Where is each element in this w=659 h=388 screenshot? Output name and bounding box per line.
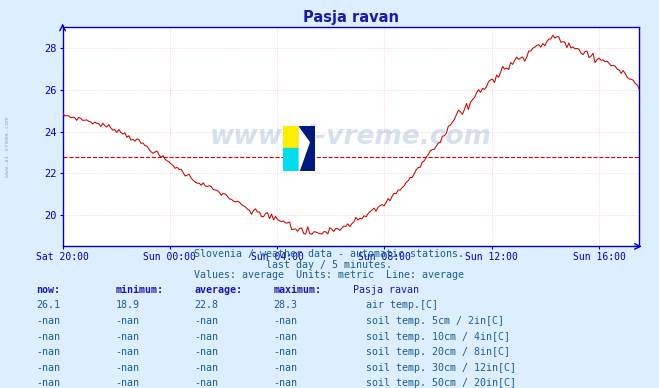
Text: -nan: -nan	[273, 331, 297, 341]
Text: -nan: -nan	[273, 362, 297, 372]
Text: now:: now:	[36, 285, 60, 295]
Text: -nan: -nan	[36, 331, 60, 341]
Text: -nan: -nan	[273, 316, 297, 326]
Text: 26.1: 26.1	[36, 300, 60, 310]
Text: soil temp. 50cm / 20in[C]: soil temp. 50cm / 20in[C]	[366, 378, 516, 388]
Text: Slovenia / weather data - automatic stations.: Slovenia / weather data - automatic stat…	[194, 249, 465, 259]
Text: soil temp. 30cm / 12in[C]: soil temp. 30cm / 12in[C]	[366, 362, 516, 372]
Text: Values: average  Units: metric  Line: average: Values: average Units: metric Line: aver…	[194, 270, 465, 280]
Text: Pasja ravan: Pasja ravan	[353, 285, 418, 295]
Text: 28.3: 28.3	[273, 300, 297, 310]
Text: -nan: -nan	[36, 378, 60, 388]
Text: -nan: -nan	[115, 378, 139, 388]
Text: soil temp. 20cm / 8in[C]: soil temp. 20cm / 8in[C]	[366, 347, 510, 357]
Polygon shape	[299, 126, 315, 148]
Text: air temp.[C]: air temp.[C]	[366, 300, 438, 310]
Text: -nan: -nan	[115, 316, 139, 326]
Text: soil temp. 10cm / 4in[C]: soil temp. 10cm / 4in[C]	[366, 331, 510, 341]
Polygon shape	[299, 126, 315, 171]
Text: -nan: -nan	[273, 378, 297, 388]
Text: -nan: -nan	[194, 347, 218, 357]
Text: soil temp. 5cm / 2in[C]: soil temp. 5cm / 2in[C]	[366, 316, 503, 326]
Text: -nan: -nan	[194, 316, 218, 326]
Text: -nan: -nan	[194, 378, 218, 388]
Title: Pasja ravan: Pasja ravan	[303, 10, 399, 24]
Text: -nan: -nan	[194, 331, 218, 341]
Text: -nan: -nan	[36, 316, 60, 326]
Text: -nan: -nan	[36, 362, 60, 372]
Text: last day / 5 minutes.: last day / 5 minutes.	[266, 260, 393, 270]
Text: maximum:: maximum:	[273, 285, 322, 295]
Text: -nan: -nan	[194, 362, 218, 372]
Text: -nan: -nan	[36, 347, 60, 357]
Text: 18.9: 18.9	[115, 300, 139, 310]
Text: -nan: -nan	[115, 347, 139, 357]
Text: 22.8: 22.8	[194, 300, 218, 310]
Text: average:: average:	[194, 285, 243, 295]
Text: -nan: -nan	[273, 347, 297, 357]
Text: www.si-vreme.com: www.si-vreme.com	[5, 118, 11, 177]
Text: www.si-vreme.com: www.si-vreme.com	[210, 124, 492, 150]
Bar	[299, 126, 315, 171]
Bar	[283, 148, 299, 171]
Text: minimum:: minimum:	[115, 285, 163, 295]
Text: -nan: -nan	[115, 331, 139, 341]
Bar	[283, 126, 299, 148]
Text: -nan: -nan	[115, 362, 139, 372]
